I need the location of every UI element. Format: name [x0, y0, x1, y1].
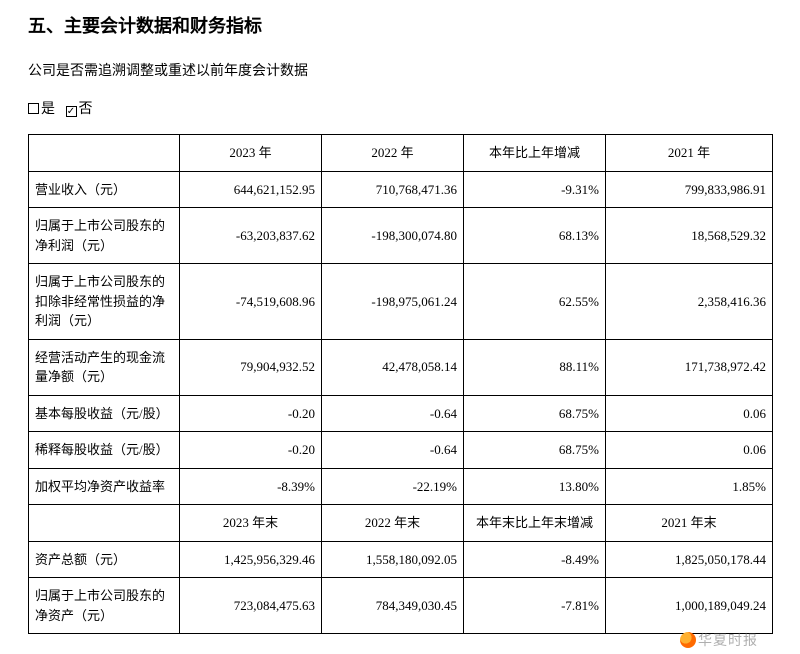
cell: 88.11% — [464, 339, 606, 395]
cell: 13.80% — [464, 468, 606, 505]
th-blank-2 — [29, 505, 180, 542]
cell: -198,975,061.24 — [322, 264, 464, 340]
row-label: 归属于上市公司股东的扣除非经常性损益的净利润（元） — [29, 264, 180, 340]
cell: -22.19% — [322, 468, 464, 505]
cell: 79,904,932.52 — [180, 339, 322, 395]
cell: 1,000,189,049.24 — [606, 578, 773, 634]
th-2022: 2022 年 — [322, 135, 464, 172]
cell: 62.55% — [464, 264, 606, 340]
row-label: 加权平均净资产收益率 — [29, 468, 180, 505]
cell: -7.81% — [464, 578, 606, 634]
th-2021: 2021 年 — [606, 135, 773, 172]
weibo-icon — [680, 632, 696, 648]
cell: 0.06 — [606, 432, 773, 469]
cell: -63,203,837.62 — [180, 208, 322, 264]
table-row: 经营活动产生的现金流量净额（元） 79,904,932.52 42,478,05… — [29, 339, 773, 395]
cell: 644,621,152.95 — [180, 171, 322, 208]
table-row: 营业收入（元） 644,621,152.95 710,768,471.36 -9… — [29, 171, 773, 208]
table-row: 基本每股收益（元/股） -0.20 -0.64 68.75% 0.06 — [29, 395, 773, 432]
row-label: 经营活动产生的现金流量净额（元） — [29, 339, 180, 395]
retroactive-question: 公司是否需追溯调整或重述以前年度会计数据 — [28, 60, 772, 80]
table-row: 稀释每股收益（元/股） -0.20 -0.64 68.75% 0.06 — [29, 432, 773, 469]
cell: 68.75% — [464, 432, 606, 469]
cell: -8.49% — [464, 541, 606, 578]
cell: -0.64 — [322, 395, 464, 432]
cell: -8.39% — [180, 468, 322, 505]
th-2022-end: 2022 年末 — [322, 505, 464, 542]
cell: 1,558,180,092.05 — [322, 541, 464, 578]
cell: 1.85% — [606, 468, 773, 505]
cell: -198,300,074.80 — [322, 208, 464, 264]
table-row: 归属于上市公司股东的净资产（元） 723,084,475.63 784,349,… — [29, 578, 773, 634]
checkbox-no: ✓ — [66, 106, 77, 117]
cell: 42,478,058.14 — [322, 339, 464, 395]
cell: 0.06 — [606, 395, 773, 432]
cell: 68.75% — [464, 395, 606, 432]
table-row: 归属于上市公司股东的扣除非经常性损益的净利润（元） -74,519,608.96… — [29, 264, 773, 340]
checkbox-row: 是 ✓否 — [28, 98, 772, 118]
cell: -0.20 — [180, 432, 322, 469]
cell: 710,768,471.36 — [322, 171, 464, 208]
cell: 723,084,475.63 — [180, 578, 322, 634]
row-label: 资产总额（元） — [29, 541, 180, 578]
table-row: 资产总额（元） 1,425,956,329.46 1,558,180,092.0… — [29, 541, 773, 578]
row-label: 营业收入（元） — [29, 171, 180, 208]
cell: -0.64 — [322, 432, 464, 469]
checkbox-yes — [28, 103, 39, 114]
cell: -0.20 — [180, 395, 322, 432]
th-blank — [29, 135, 180, 172]
table-row: 归属于上市公司股东的净利润（元） -63,203,837.62 -198,300… — [29, 208, 773, 264]
th-2023-end: 2023 年末 — [180, 505, 322, 542]
section-heading: 五、主要会计数据和财务指标 — [28, 12, 772, 38]
cell: -74,519,608.96 — [180, 264, 322, 340]
th-2023: 2023 年 — [180, 135, 322, 172]
table-row: 加权平均净资产收益率 -8.39% -22.19% 13.80% 1.85% — [29, 468, 773, 505]
th-change-end: 本年末比上年末增减 — [464, 505, 606, 542]
cell: 18,568,529.32 — [606, 208, 773, 264]
cell: 784,349,030.45 — [322, 578, 464, 634]
th-change: 本年比上年增减 — [464, 135, 606, 172]
row-label: 归属于上市公司股东的净资产（元） — [29, 578, 180, 634]
row-label: 基本每股收益（元/股） — [29, 395, 180, 432]
watermark-text: 华夏时报 — [698, 632, 758, 648]
cell: 1,425,956,329.46 — [180, 541, 322, 578]
row-label: 稀释每股收益（元/股） — [29, 432, 180, 469]
table-header-row-2: 2023 年末 2022 年末 本年末比上年末增减 2021 年末 — [29, 505, 773, 542]
cell: 2,358,416.36 — [606, 264, 773, 340]
row-label: 归属于上市公司股东的净利润（元） — [29, 208, 180, 264]
cell: -9.31% — [464, 171, 606, 208]
checkbox-yes-label: 是 — [41, 102, 55, 117]
cell: 799,833,986.91 — [606, 171, 773, 208]
th-2021-end: 2021 年末 — [606, 505, 773, 542]
financial-table: 2023 年 2022 年 本年比上年增减 2021 年 营业收入（元） 644… — [28, 134, 773, 634]
cell: 171,738,972.42 — [606, 339, 773, 395]
cell: 68.13% — [464, 208, 606, 264]
table-header-row-1: 2023 年 2022 年 本年比上年增减 2021 年 — [29, 135, 773, 172]
cell: 1,825,050,178.44 — [606, 541, 773, 578]
checkbox-no-label: 否 — [79, 102, 93, 117]
